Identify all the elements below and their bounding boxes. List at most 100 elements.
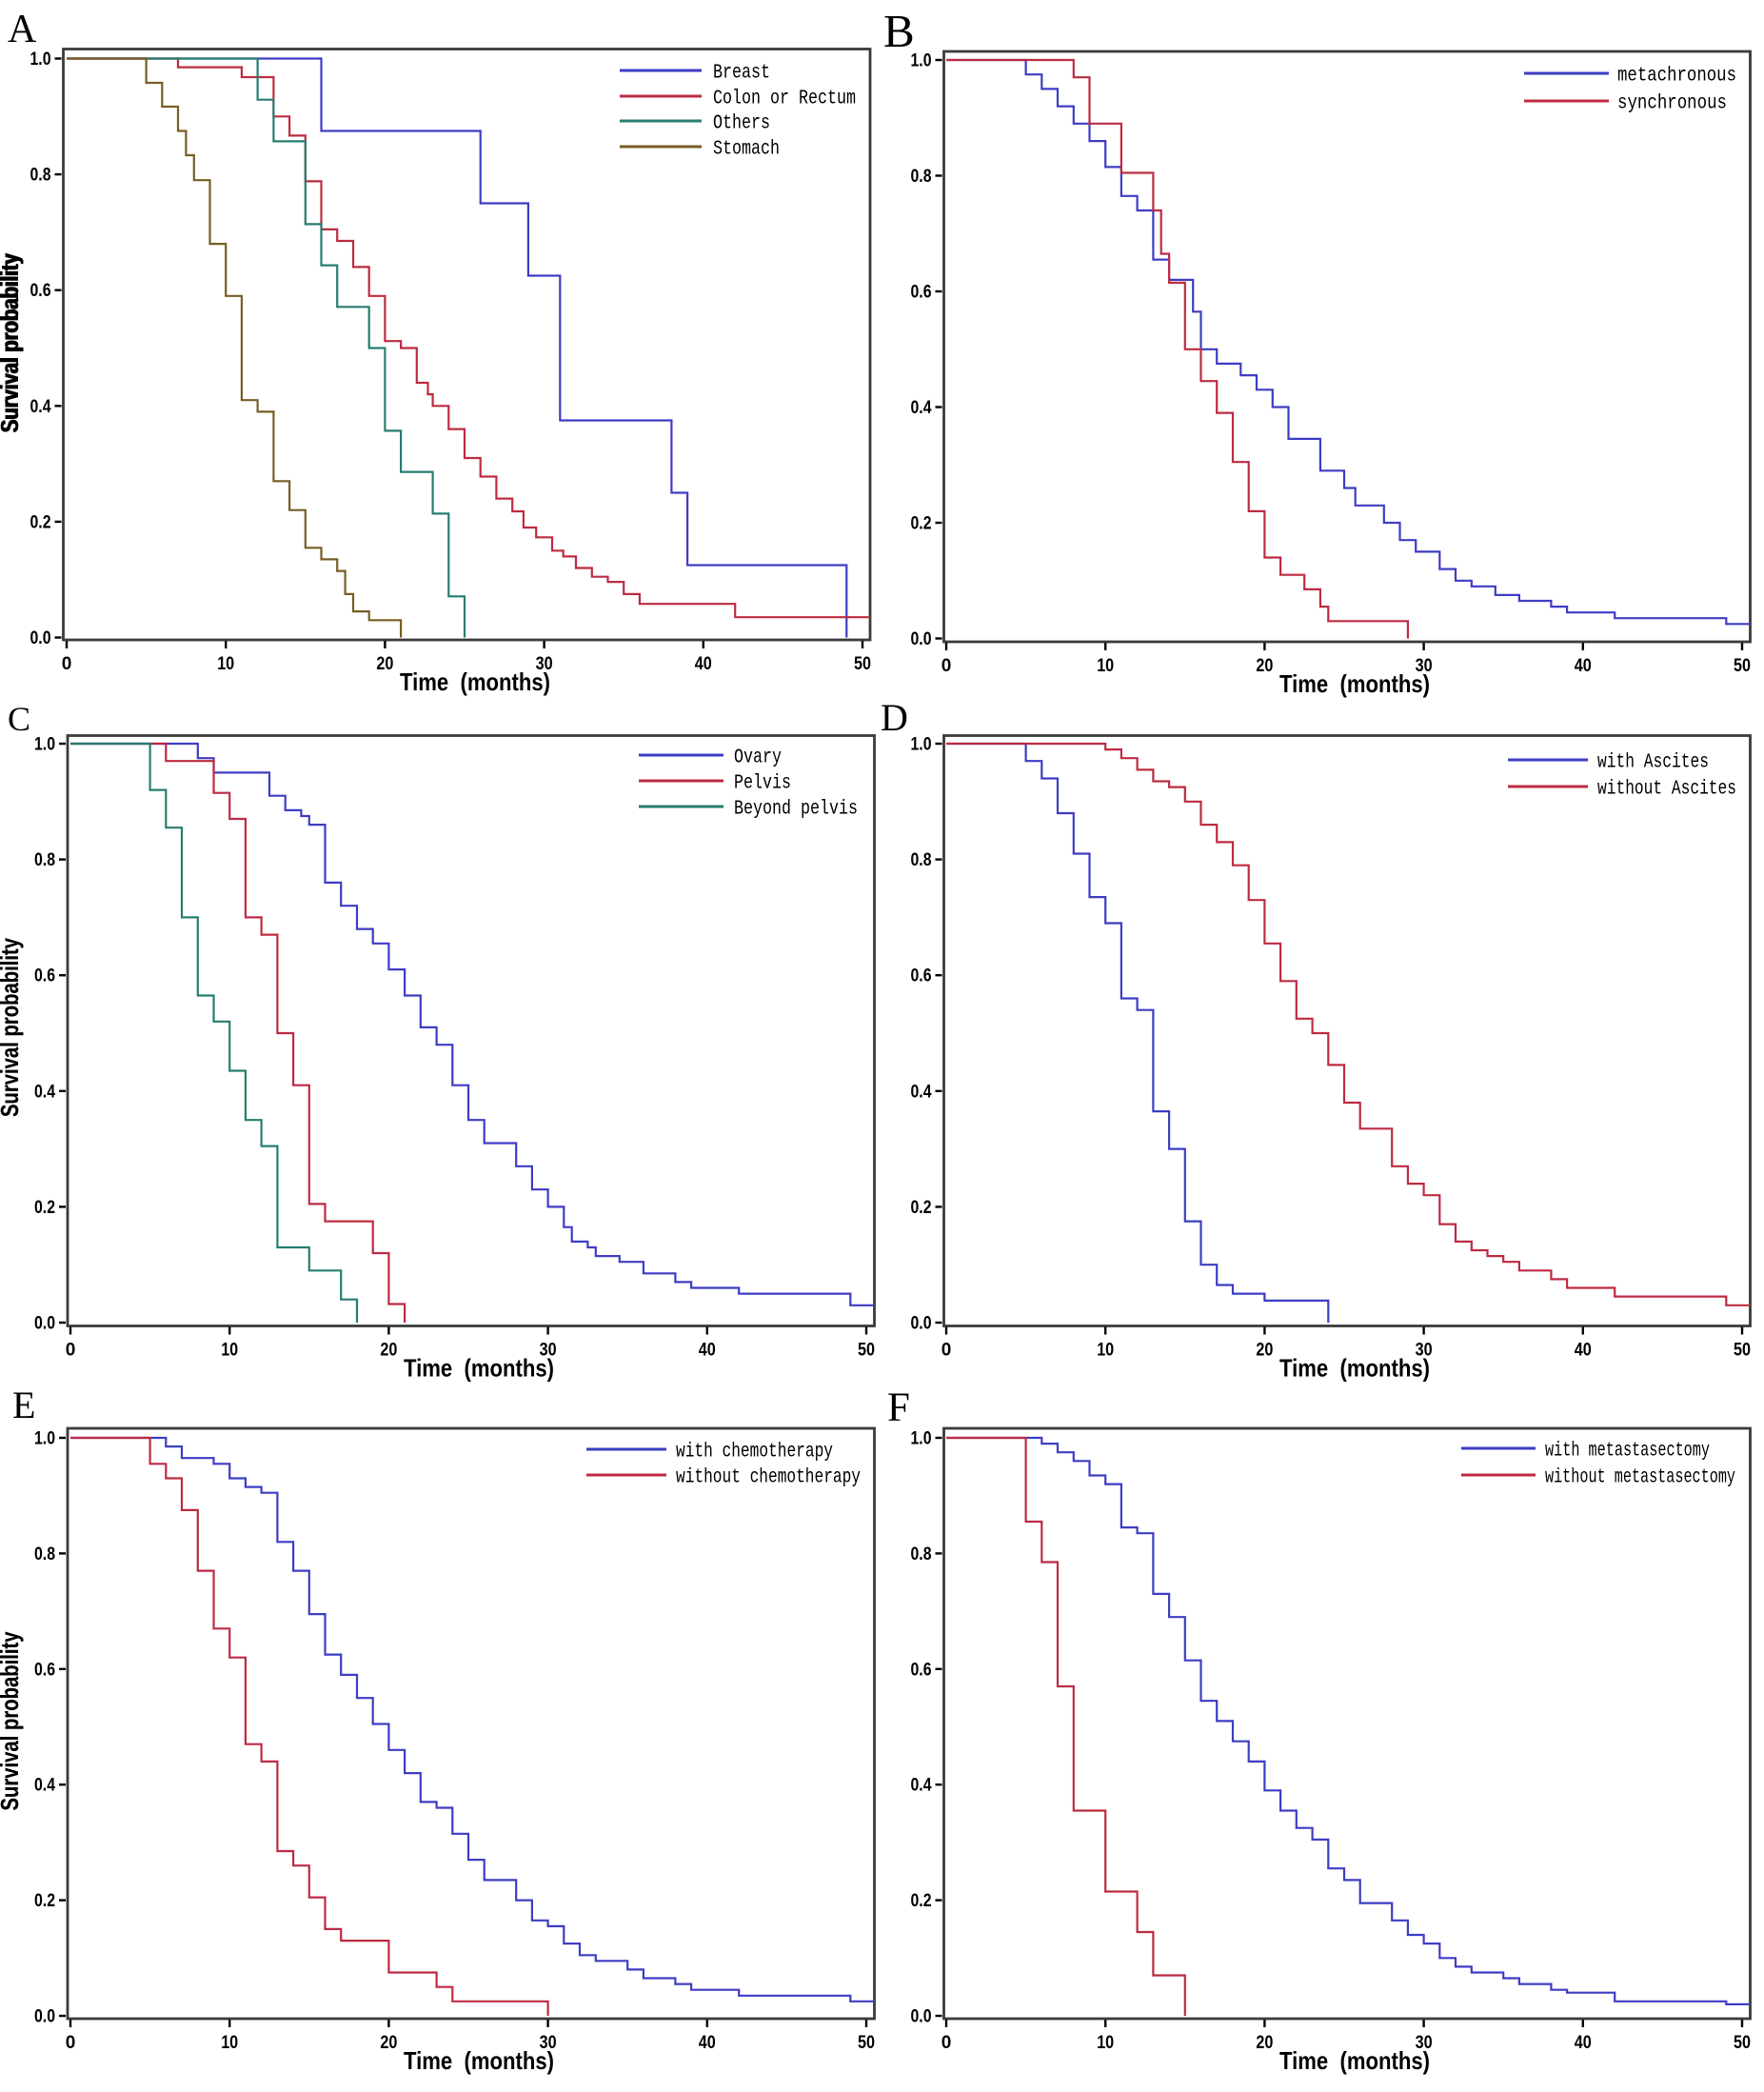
svg-text:0: 0 (941, 2033, 952, 2053)
svg-text:50: 50 (1734, 1341, 1751, 1361)
svg-text:0.6: 0.6 (911, 966, 932, 986)
svg-text:Survival probability: Survival probability (0, 1631, 24, 1810)
svg-text:0.2: 0.2 (34, 1198, 55, 1218)
svg-text:50: 50 (1734, 2033, 1751, 2053)
svg-text:40: 40 (1575, 1341, 1592, 1361)
svg-text:Time (months): Time (months) (1279, 1354, 1430, 1383)
svg-text:Colon or Rectum: Colon or Rectum (713, 89, 856, 110)
svg-text:0.0: 0.0 (30, 628, 51, 648)
svg-text:10: 10 (221, 1341, 238, 1361)
svg-text:0.6: 0.6 (911, 283, 932, 303)
svg-text:0: 0 (62, 654, 72, 674)
svg-text:10: 10 (221, 2033, 238, 2053)
svg-text:20: 20 (376, 654, 393, 674)
svg-text:40: 40 (695, 654, 712, 674)
svg-text:without Ascites: without Ascites (1597, 779, 1736, 801)
svg-text:0.4: 0.4 (911, 1082, 932, 1102)
svg-text:0.4: 0.4 (34, 1776, 55, 1796)
svg-text:0.4: 0.4 (911, 1776, 932, 1796)
svg-text:Pelvis: Pelvis (734, 773, 791, 795)
svg-text:20: 20 (1256, 656, 1273, 676)
svg-text:Time (months): Time (months) (1279, 669, 1430, 698)
svg-text:1.0: 1.0 (34, 735, 55, 755)
svg-text:synchronous: synchronous (1617, 93, 1727, 115)
svg-text:20: 20 (380, 2033, 397, 2053)
svg-text:10: 10 (1097, 2033, 1114, 2053)
svg-text:Survival probability: Survival probability (0, 1631, 24, 1810)
svg-text:0.0: 0.0 (34, 2007, 55, 2027)
svg-text:with Ascites: with Ascites (1597, 752, 1709, 774)
svg-text:D: D (881, 696, 908, 739)
svg-text:10: 10 (1097, 656, 1114, 676)
svg-text:0.4: 0.4 (34, 1082, 55, 1102)
svg-text:0.8: 0.8 (30, 166, 51, 186)
svg-text:without metastasectomy: without metastasectomy (1545, 1467, 1735, 1489)
svg-text:0.0: 0.0 (911, 1314, 932, 1334)
svg-text:40: 40 (1575, 656, 1592, 676)
svg-text:1.0: 1.0 (34, 1429, 55, 1449)
svg-text:Survival probability: Survival probability (0, 253, 24, 432)
svg-text:Time (months): Time (months) (400, 667, 550, 696)
svg-text:1.0: 1.0 (30, 50, 51, 70)
svg-text:0.2: 0.2 (911, 514, 932, 534)
svg-text:0.2: 0.2 (911, 1891, 932, 1911)
svg-text:C: C (8, 700, 30, 738)
svg-text:E: E (12, 1384, 35, 1426)
svg-text:0: 0 (66, 2033, 76, 2053)
svg-text:Survival probability: Survival probability (0, 938, 24, 1117)
svg-text:0.6: 0.6 (911, 1660, 932, 1680)
svg-text:20: 20 (1256, 1341, 1273, 1361)
svg-text:without chemotherapy: without chemotherapy (676, 1467, 861, 1489)
svg-text:0.0: 0.0 (911, 629, 932, 649)
svg-text:Ovary: Ovary (734, 747, 782, 769)
svg-text:40: 40 (1575, 2033, 1592, 2053)
svg-text:0: 0 (941, 1341, 952, 1361)
svg-text:50: 50 (858, 2033, 875, 2053)
svg-text:Time (months): Time (months) (404, 1354, 554, 1383)
svg-text:0.8: 0.8 (34, 850, 55, 870)
svg-text:0.6: 0.6 (34, 1660, 55, 1680)
svg-text:F: F (887, 1385, 910, 1430)
svg-text:20: 20 (380, 1341, 397, 1361)
svg-text:Others: Others (713, 113, 770, 135)
svg-text:with metastasectomy: with metastasectomy (1545, 1441, 1710, 1463)
svg-text:Stomach: Stomach (713, 139, 780, 161)
svg-text:50: 50 (858, 1341, 875, 1361)
svg-text:0.0: 0.0 (34, 1314, 55, 1334)
svg-text:0.0: 0.0 (911, 2007, 932, 2027)
svg-text:Time (months): Time (months) (404, 2046, 554, 2075)
svg-text:1.0: 1.0 (911, 735, 932, 755)
svg-text:Time (months): Time (months) (1279, 2046, 1430, 2075)
svg-text:Survival probability: Survival probability (0, 252, 24, 431)
svg-text:with chemotherapy: with chemotherapy (676, 1442, 833, 1464)
svg-text:0.2: 0.2 (34, 1891, 55, 1911)
svg-text:1.0: 1.0 (911, 51, 932, 71)
svg-text:0.6: 0.6 (34, 966, 55, 986)
svg-text:0.4: 0.4 (911, 398, 932, 418)
svg-text:Survival probability: Survival probability (0, 938, 24, 1117)
svg-text:Breast: Breast (713, 63, 770, 85)
svg-text:30: 30 (1416, 1341, 1433, 1361)
svg-text:0.8: 0.8 (911, 850, 932, 870)
svg-text:0.6: 0.6 (30, 281, 51, 301)
svg-text:0: 0 (941, 656, 952, 676)
svg-text:0.2: 0.2 (30, 512, 51, 532)
svg-text:30: 30 (540, 1341, 557, 1361)
svg-text:0.8: 0.8 (911, 167, 932, 187)
svg-text:10: 10 (217, 654, 234, 674)
svg-text:Beyond pelvis: Beyond pelvis (734, 799, 858, 821)
svg-text:0.4: 0.4 (30, 397, 51, 417)
svg-text:20: 20 (1256, 2033, 1273, 2053)
svg-text:10: 10 (1097, 1341, 1114, 1361)
svg-text:40: 40 (699, 2033, 716, 2053)
svg-text:A: A (8, 8, 37, 51)
svg-text:0.2: 0.2 (911, 1198, 932, 1218)
svg-text:B: B (883, 5, 915, 57)
svg-text:30: 30 (536, 654, 553, 674)
svg-text:30: 30 (1416, 656, 1433, 676)
svg-text:50: 50 (854, 654, 871, 674)
svg-text:30: 30 (1416, 2033, 1433, 2053)
svg-text:1.0: 1.0 (911, 1429, 932, 1449)
svg-text:metachronous: metachronous (1617, 66, 1736, 88)
svg-text:40: 40 (699, 1341, 716, 1361)
